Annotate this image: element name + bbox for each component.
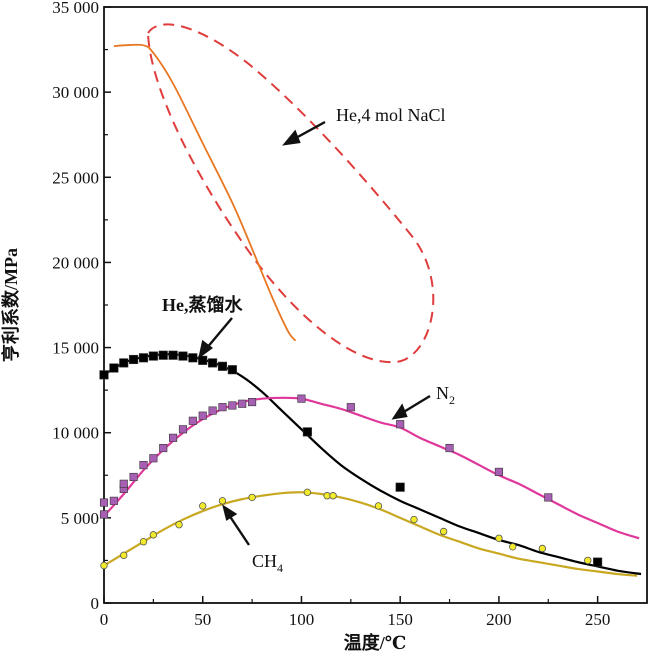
data-point-he	[227, 365, 237, 375]
y-tick-label: 5 000	[61, 509, 99, 528]
x-tick-label: 250	[585, 610, 611, 629]
y-tick-label: 0	[91, 594, 100, 613]
data-point-ch4	[149, 531, 158, 539]
label-n2-main: N	[436, 383, 449, 403]
data-point-n2	[297, 394, 306, 403]
x-tick-label: 150	[387, 610, 413, 629]
data-point-he	[99, 370, 109, 380]
axis-ticks	[103, 6, 599, 604]
data-point-ch4	[248, 493, 256, 502]
data-point-he	[148, 351, 158, 361]
y-tick-label: 35 000	[52, 0, 99, 17]
water-arrow	[205, 317, 233, 350]
data-point-he	[129, 354, 139, 365]
data-point-ch4	[374, 502, 383, 510]
data-point-ch4	[410, 515, 418, 524]
data-point-he	[198, 355, 208, 365]
data-point-ch4	[199, 502, 207, 510]
x-axis-label: 温度/℃	[344, 632, 407, 653]
data-point-n2	[109, 496, 118, 505]
y-tick-label: 30 000	[52, 83, 99, 102]
data-point-n2	[159, 443, 168, 453]
x-tick-label: 50	[194, 610, 211, 629]
y-tick-label: 15 000	[52, 339, 99, 358]
data-point-ch4	[139, 537, 148, 546]
data-point-n2	[178, 425, 188, 434]
data-point-n2	[149, 454, 158, 463]
data-point-he	[302, 427, 312, 437]
data-point-he	[119, 358, 129, 368]
series-line-he-4-mol-nacl	[113, 43, 297, 342]
data-point-he	[593, 557, 603, 567]
label-ch4-main: CH	[252, 551, 277, 571]
x-tick-label: 200	[486, 610, 512, 629]
data-point-he	[188, 353, 198, 363]
series-line-ch4	[103, 491, 638, 577]
ch4-arrowhead	[222, 504, 238, 521]
data-point-ch4	[439, 527, 448, 536]
annotation-arrows	[198, 120, 431, 546]
data-point-n2	[129, 472, 138, 482]
data-point-he	[158, 350, 168, 360]
data-point-he	[217, 361, 228, 371]
data-point-n2	[445, 443, 454, 453]
data-point-n2	[99, 498, 109, 507]
data-point-ch4	[218, 497, 227, 505]
label-water: He,蒸馏水	[162, 294, 243, 315]
label-nacl: He,4 mol NaCl	[336, 105, 446, 125]
n2-arrowhead	[391, 403, 408, 420]
data-point-ch4	[584, 556, 592, 565]
data-point-ch4	[120, 551, 128, 560]
data-point-n2	[119, 479, 128, 488]
data-point-n2	[544, 493, 553, 502]
nacl-arrow	[293, 120, 326, 141]
data-point-ch4	[100, 561, 108, 570]
data-point-ch4	[509, 543, 517, 551]
data-point-he	[208, 358, 218, 368]
n2-arrow	[401, 394, 431, 415]
data-point-n2	[346, 403, 355, 412]
data-point-ch4	[175, 520, 183, 529]
data-point-n2	[494, 467, 503, 476]
data-point-n2	[208, 406, 217, 415]
tick-labels: 0 50 100 150 200 250 0 5 000 10 000 15 000 20 000 2…	[52, 0, 610, 629]
data-point-ch4	[329, 492, 337, 500]
nacl-arrowhead	[282, 129, 301, 146]
data-point-he	[109, 363, 119, 373]
data-point-ch4	[538, 544, 547, 553]
data-point-he	[395, 482, 405, 492]
y-tick-label: 25 000	[52, 168, 99, 187]
ch4-arrow	[228, 514, 250, 546]
data-point-he	[138, 353, 149, 363]
data-point-he	[178, 351, 188, 361]
label-ch4: CH4	[252, 551, 283, 575]
data-point-n2	[218, 403, 227, 412]
y-tick-label: 10 000	[52, 424, 99, 443]
water-arrowhead	[198, 339, 214, 359]
label-n2-sub: 2	[449, 393, 455, 407]
data-point-n2	[396, 420, 405, 429]
x-tick-label: 0	[100, 610, 109, 629]
label-n2: N2	[436, 383, 455, 407]
data-point-n2	[228, 401, 237, 410]
x-tick-label: 100	[289, 610, 315, 629]
y-tick-label: 20 000	[52, 253, 99, 272]
data-point-n2	[198, 411, 207, 420]
series-markers	[99, 350, 603, 570]
label-ch4-sub: 4	[277, 561, 283, 575]
data-point-he	[168, 350, 178, 360]
data-point-n2	[139, 461, 148, 470]
nacl-highlight-ellipse	[146, 23, 435, 364]
data-point-n2	[169, 433, 178, 442]
data-point-ch4	[495, 534, 503, 542]
data-point-n2	[238, 399, 247, 408]
y-axis-label: 亨利系数/MPa	[0, 248, 21, 362]
data-point-ch4	[303, 488, 312, 497]
data-point-n2	[188, 416, 197, 425]
data-point-n2	[99, 510, 109, 519]
data-point-n2	[248, 398, 257, 407]
